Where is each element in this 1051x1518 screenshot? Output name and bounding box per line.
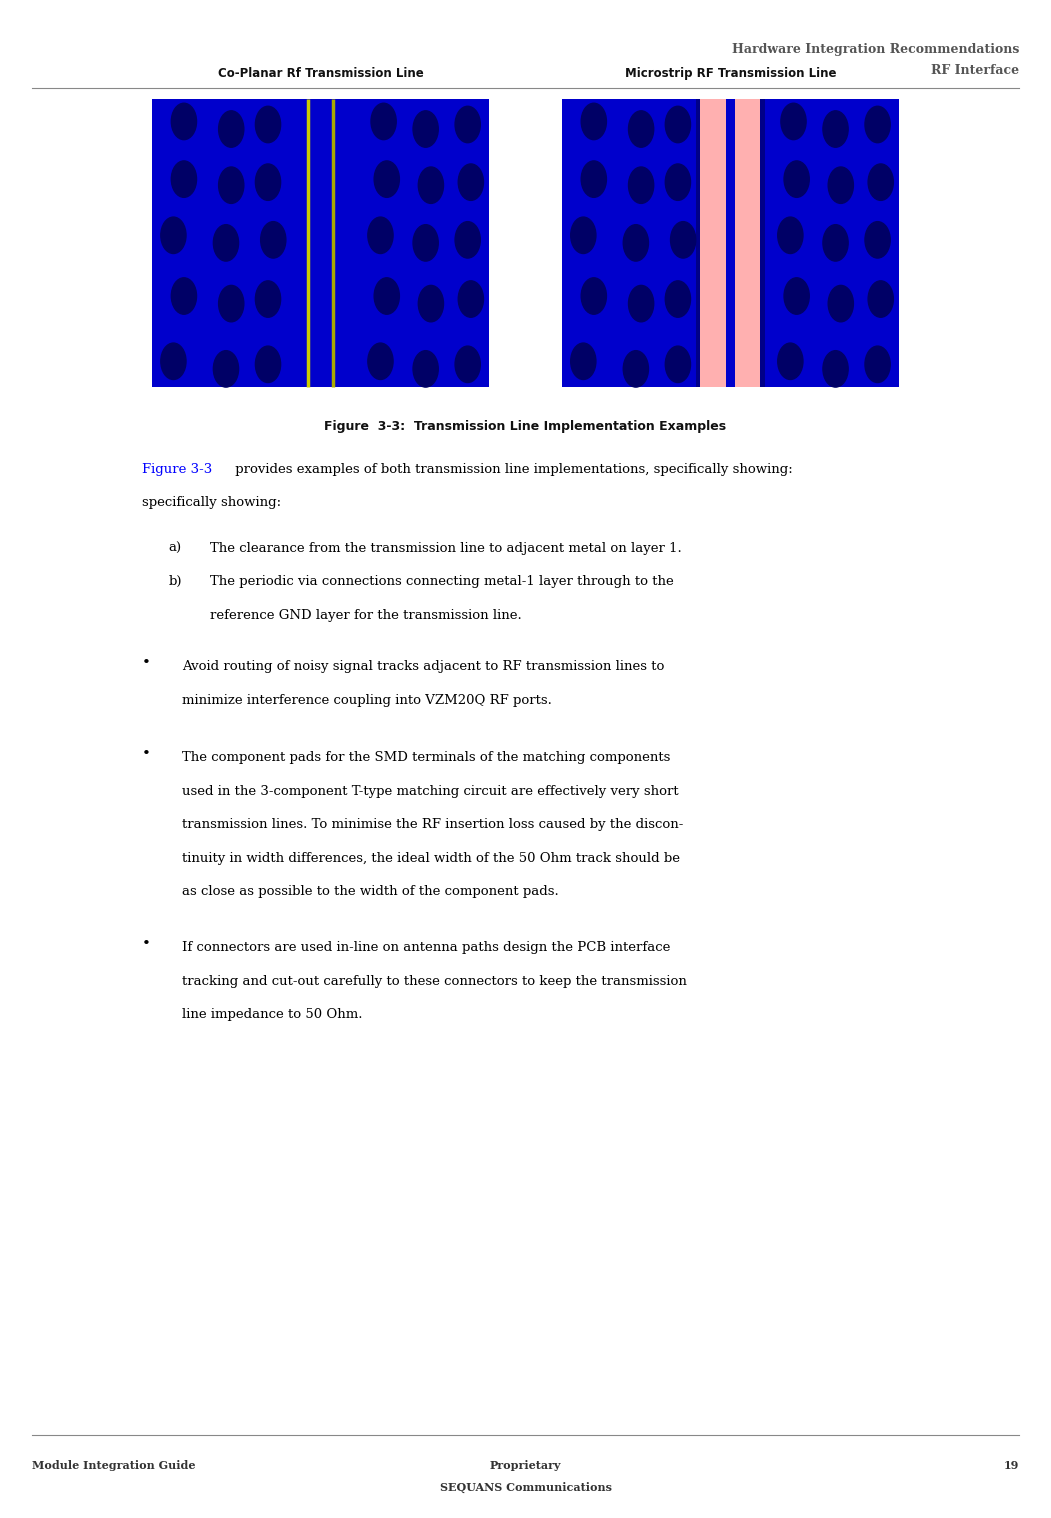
Text: Figure 3-3: Figure 3-3 <box>142 463 212 477</box>
Text: Co-Planar Rf Transmission Line: Co-Planar Rf Transmission Line <box>218 67 424 80</box>
Circle shape <box>455 346 480 383</box>
Circle shape <box>255 281 281 317</box>
Circle shape <box>778 343 803 380</box>
Circle shape <box>161 217 186 254</box>
Circle shape <box>623 225 648 261</box>
Text: •: • <box>142 747 150 761</box>
Circle shape <box>665 164 691 200</box>
FancyBboxPatch shape <box>697 99 701 387</box>
Circle shape <box>823 111 848 147</box>
Circle shape <box>581 161 606 197</box>
Text: The component pads for the SMD terminals of the matching components: The component pads for the SMD terminals… <box>182 751 671 765</box>
Circle shape <box>665 281 691 317</box>
Circle shape <box>865 222 890 258</box>
Text: used in the 3-component T-type matching circuit are effectively very short: used in the 3-component T-type matching … <box>182 785 679 798</box>
Circle shape <box>671 222 696 258</box>
Circle shape <box>623 351 648 387</box>
Circle shape <box>868 281 893 317</box>
FancyBboxPatch shape <box>562 99 899 387</box>
Text: b): b) <box>168 575 182 589</box>
Circle shape <box>868 164 893 200</box>
Circle shape <box>828 285 853 322</box>
FancyBboxPatch shape <box>726 99 735 387</box>
FancyBboxPatch shape <box>152 99 489 387</box>
Circle shape <box>213 225 239 261</box>
Text: as close as possible to the width of the component pads.: as close as possible to the width of the… <box>182 885 558 899</box>
Text: tracking and cut-out carefully to these connectors to keep the transmission: tracking and cut-out carefully to these … <box>182 975 686 988</box>
Text: SEQUANS Communications: SEQUANS Communications <box>439 1482 612 1492</box>
Circle shape <box>413 111 438 147</box>
Circle shape <box>665 106 691 143</box>
Circle shape <box>261 222 286 258</box>
Circle shape <box>171 161 197 197</box>
Circle shape <box>368 343 393 380</box>
Circle shape <box>219 167 244 203</box>
Circle shape <box>371 103 396 140</box>
Circle shape <box>374 278 399 314</box>
Circle shape <box>784 278 809 314</box>
Text: Hardware Integration Recommendations: Hardware Integration Recommendations <box>733 43 1019 56</box>
Circle shape <box>784 161 809 197</box>
FancyBboxPatch shape <box>697 99 765 387</box>
Circle shape <box>865 346 890 383</box>
Circle shape <box>581 103 606 140</box>
Circle shape <box>161 343 186 380</box>
Text: Microstrip RF Transmission Line: Microstrip RF Transmission Line <box>624 67 837 80</box>
Circle shape <box>455 106 480 143</box>
Circle shape <box>413 225 438 261</box>
Text: reference GND layer for the transmission line.: reference GND layer for the transmission… <box>210 609 522 622</box>
Circle shape <box>581 278 606 314</box>
Circle shape <box>628 167 654 203</box>
Circle shape <box>628 285 654 322</box>
Text: RF Interface: RF Interface <box>931 64 1019 77</box>
Circle shape <box>171 278 197 314</box>
Circle shape <box>171 103 197 140</box>
Text: The clearance from the transmission line to adjacent metal on layer 1.: The clearance from the transmission line… <box>210 542 682 556</box>
Circle shape <box>219 111 244 147</box>
Circle shape <box>571 217 596 254</box>
Circle shape <box>665 346 691 383</box>
Text: The periodic via connections connecting metal-1 layer through to the: The periodic via connections connecting … <box>210 575 674 589</box>
Circle shape <box>781 103 806 140</box>
Circle shape <box>455 222 480 258</box>
Text: Proprietary: Proprietary <box>490 1460 561 1471</box>
Circle shape <box>368 217 393 254</box>
Circle shape <box>823 351 848 387</box>
Text: provides examples of both transmission line implementations, specifically showin: provides examples of both transmission l… <box>231 463 792 477</box>
Circle shape <box>374 161 399 197</box>
Text: a): a) <box>168 542 181 556</box>
Text: Module Integration Guide: Module Integration Guide <box>32 1460 195 1471</box>
Text: •: • <box>142 937 150 950</box>
Circle shape <box>255 164 281 200</box>
Circle shape <box>823 225 848 261</box>
Text: If connectors are used in-line on antenna paths design the PCB interface: If connectors are used in-line on antenn… <box>182 941 671 955</box>
Text: tinuity in width differences, the ideal width of the 50 Ohm track should be: tinuity in width differences, the ideal … <box>182 852 680 865</box>
Text: •: • <box>142 656 150 669</box>
Circle shape <box>458 164 483 200</box>
Text: specifically showing:: specifically showing: <box>142 496 281 510</box>
Circle shape <box>219 285 244 322</box>
FancyBboxPatch shape <box>761 99 765 387</box>
Circle shape <box>213 351 239 387</box>
Circle shape <box>828 167 853 203</box>
Text: 19: 19 <box>1004 1460 1019 1471</box>
Circle shape <box>418 285 444 322</box>
Text: transmission lines. To minimise the RF insertion loss caused by the discon-: transmission lines. To minimise the RF i… <box>182 818 683 832</box>
Circle shape <box>865 106 890 143</box>
Circle shape <box>418 167 444 203</box>
Circle shape <box>778 217 803 254</box>
Circle shape <box>628 111 654 147</box>
Text: line impedance to 50 Ohm.: line impedance to 50 Ohm. <box>182 1008 363 1022</box>
Circle shape <box>413 351 438 387</box>
Circle shape <box>458 281 483 317</box>
Text: Figure  3-3:  Transmission Line Implementation Examples: Figure 3-3: Transmission Line Implementa… <box>325 420 726 434</box>
Circle shape <box>571 343 596 380</box>
Circle shape <box>255 346 281 383</box>
Text: Avoid routing of noisy signal tracks adjacent to RF transmission lines to: Avoid routing of noisy signal tracks adj… <box>182 660 664 674</box>
Text: minimize interference coupling into VZM20Q RF ports.: minimize interference coupling into VZM2… <box>182 694 552 707</box>
Circle shape <box>255 106 281 143</box>
